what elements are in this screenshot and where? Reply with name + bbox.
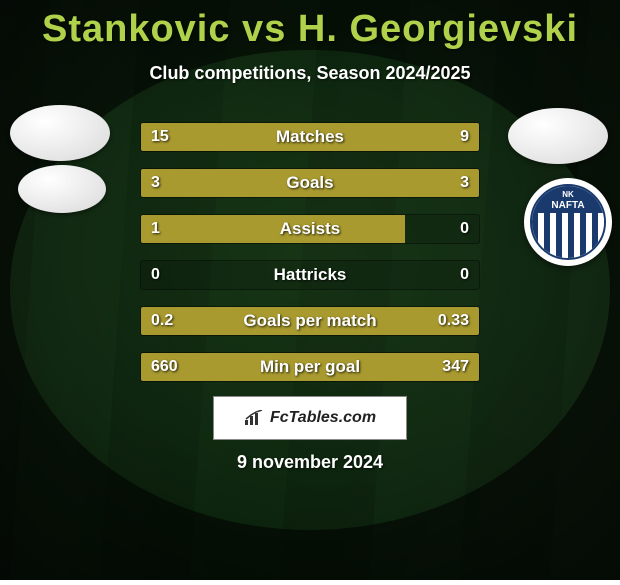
bar-value-right: 0.33	[438, 307, 469, 335]
bar-label: Hattricks	[141, 261, 479, 289]
player-left-avatar-2	[18, 165, 106, 213]
bar-row: 3Goals3	[140, 168, 480, 198]
bar-label: Matches	[141, 123, 479, 151]
club-badge: NK NAFTA	[524, 178, 612, 266]
comparison-chart: 15Matches93Goals31Assists00Hattricks00.2…	[140, 122, 480, 398]
bar-row: 660Min per goal347	[140, 352, 480, 382]
bar-value-right: 3	[460, 169, 469, 197]
bar-value-right: 0	[460, 261, 469, 289]
bar-row: 0Hattricks0	[140, 260, 480, 290]
bar-row: 0.2Goals per match0.33	[140, 306, 480, 336]
subtitle: Club competitions, Season 2024/2025	[0, 63, 620, 84]
club-badge-toptext: NK	[532, 190, 604, 199]
chart-icon	[244, 410, 264, 426]
footer-date: 9 november 2024	[0, 452, 620, 473]
bar-value-right: 0	[460, 215, 469, 243]
bar-label: Goals per match	[141, 307, 479, 335]
player-left-avatar-1	[10, 105, 110, 161]
bar-label: Min per goal	[141, 353, 479, 381]
page-title: Stankovic vs H. Georgievski	[0, 0, 620, 51]
footer-logo-text: FcTables.com	[270, 409, 376, 427]
club-badge-name: NAFTA	[532, 200, 604, 211]
bar-value-right: 9	[460, 123, 469, 151]
footer-logo: FcTables.com	[213, 396, 407, 440]
bar-label: Assists	[141, 215, 479, 243]
bar-label: Goals	[141, 169, 479, 197]
player-right-avatar	[508, 108, 608, 164]
bar-row: 1Assists0	[140, 214, 480, 244]
bar-row: 15Matches9	[140, 122, 480, 152]
bar-value-right: 347	[442, 353, 469, 381]
